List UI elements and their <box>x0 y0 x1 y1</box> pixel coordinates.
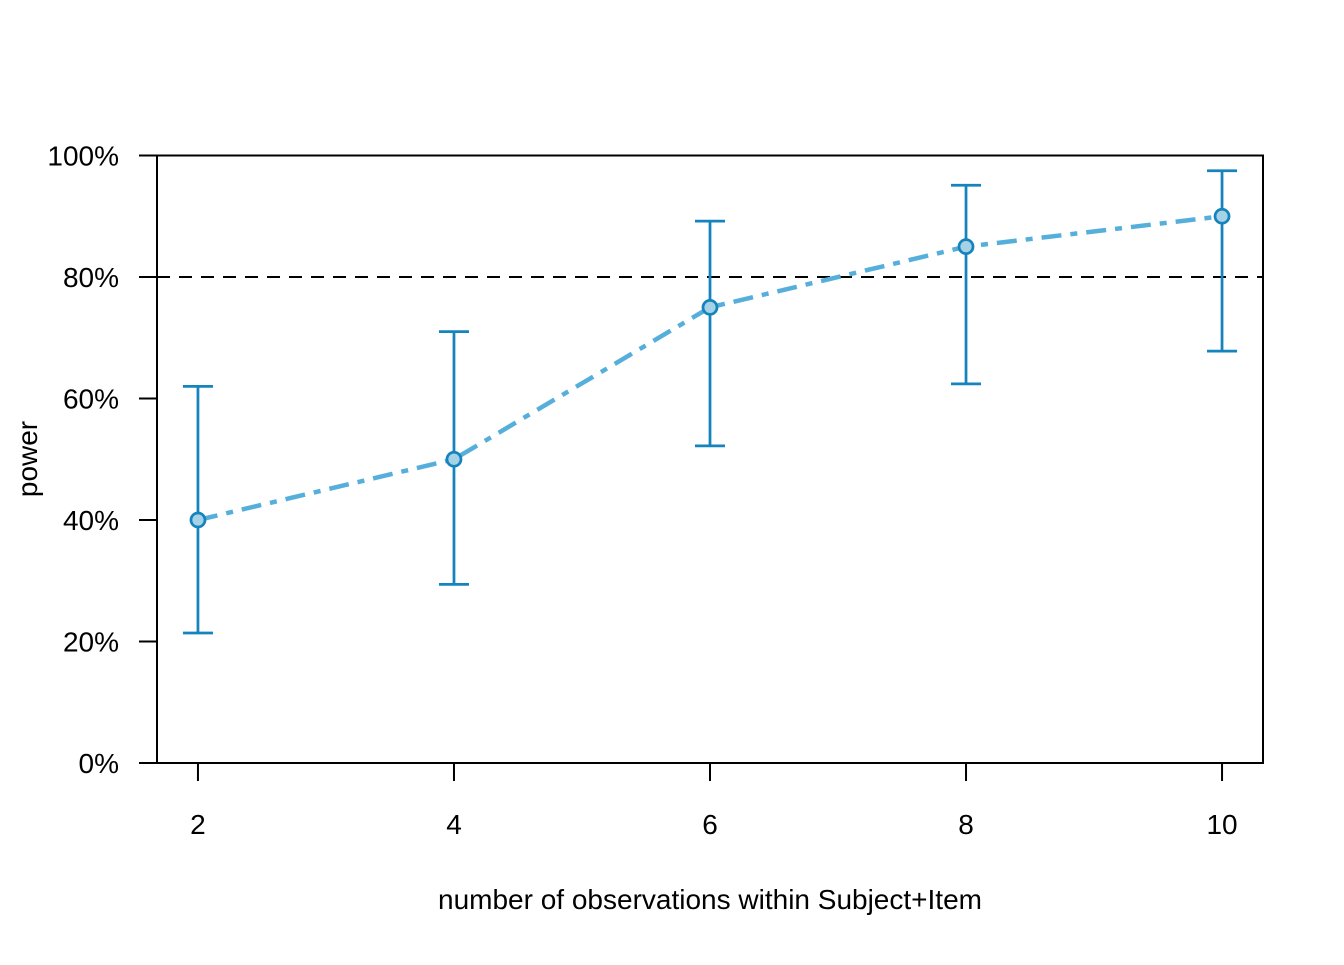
y-tick-label: 40% <box>63 505 119 536</box>
trend-line-group <box>197 214 1223 523</box>
y-axis: 0% 20% 40% 60% 80% 100% <box>47 141 157 779</box>
x-axis-title: number of observations within Subject+It… <box>438 884 982 915</box>
y-tick-label: 100% <box>47 141 119 172</box>
y-axis-title: power <box>12 421 43 497</box>
error-bar <box>951 183 982 386</box>
data-point <box>445 450 463 468</box>
x-tick-label: 4 <box>446 809 462 840</box>
error-bar <box>695 219 725 448</box>
x-tick-label: 8 <box>958 809 974 840</box>
error-bar <box>182 384 213 635</box>
data-point <box>701 299 719 316</box>
x-tick-label: 2 <box>190 809 206 840</box>
x-axis: 2 4 6 8 10 <box>190 763 1238 840</box>
y-tick-label: 20% <box>63 627 119 658</box>
error-bar <box>1207 169 1238 353</box>
data-points-group <box>189 207 1231 529</box>
y-tick-label: 80% <box>63 262 119 293</box>
x-tick-label: 6 <box>702 809 718 840</box>
trend-line <box>197 214 1223 523</box>
x-tick-label: 10 <box>1206 809 1237 840</box>
data-point <box>957 238 975 255</box>
data-point <box>1213 207 1231 225</box>
error-bars-group <box>182 169 1238 635</box>
y-tick-label: 0% <box>79 748 119 779</box>
y-tick-label: 60% <box>63 384 119 415</box>
data-point <box>189 511 207 529</box>
